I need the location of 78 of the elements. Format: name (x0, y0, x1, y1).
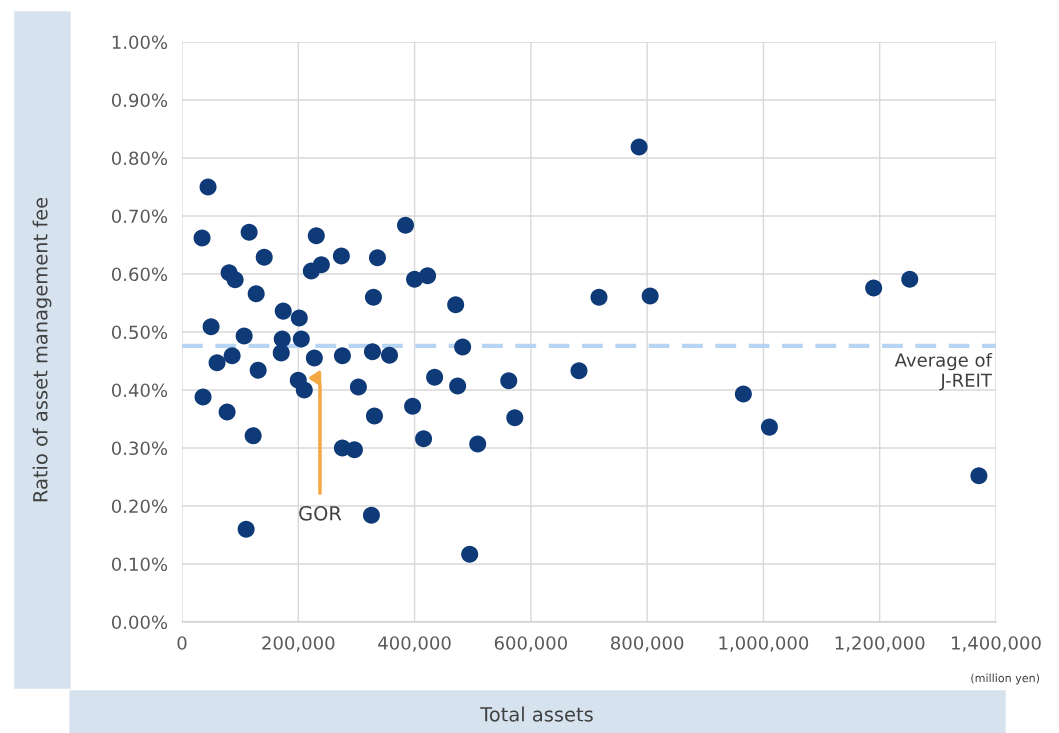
point (506, 409, 524, 427)
text: (million yen) (971, 673, 1040, 685)
point (419, 267, 437, 285)
y-tick-label: 0.20% (111, 499, 168, 514)
point (274, 302, 292, 320)
y-tick-label: 0.70% (111, 209, 168, 224)
point (454, 338, 472, 356)
point (365, 407, 383, 425)
point (630, 138, 648, 156)
point (249, 361, 267, 379)
point (223, 347, 241, 365)
point (641, 287, 659, 305)
point (193, 229, 211, 247)
point (447, 296, 465, 314)
point (461, 545, 479, 563)
point (290, 309, 308, 327)
point (363, 343, 381, 361)
point (244, 427, 262, 445)
y-tick-label: 1.00% (112, 35, 168, 50)
point (292, 330, 310, 348)
point (247, 285, 265, 303)
point (364, 288, 382, 306)
annotation: GOR (299, 505, 342, 521)
point (208, 354, 226, 372)
y-tick-label: 0.10% (111, 557, 168, 572)
x-tick-label: 1,400,000 (952, 636, 1041, 652)
ref-line-label: Average of J-REIT (894, 352, 993, 391)
point (760, 418, 778, 436)
point (381, 346, 399, 364)
point (362, 506, 380, 524)
y-tick-label: 0.80% (111, 151, 168, 166)
point (415, 430, 433, 448)
point (295, 381, 313, 399)
point (865, 279, 883, 297)
point (237, 520, 255, 538)
y-tick-label: 0.50% (111, 325, 168, 340)
y-tick-label: 0.30% (111, 441, 168, 456)
point (426, 368, 444, 386)
point (305, 349, 323, 367)
point (312, 256, 330, 274)
x-tick-label: 800,000 (611, 636, 684, 652)
x-axis-title: Total assets (480, 706, 593, 722)
x-tick-label: 400,000 (378, 636, 451, 652)
point (590, 288, 608, 306)
point (226, 271, 244, 289)
point (333, 347, 351, 365)
y-tick-label: 0.90% (111, 93, 168, 108)
point (235, 327, 253, 345)
point (202, 318, 220, 336)
point (255, 248, 273, 266)
point (449, 377, 467, 395)
x-tick-label: 200,000 (262, 636, 335, 652)
point (332, 247, 350, 265)
point (240, 223, 258, 241)
point (970, 467, 988, 485)
point (397, 216, 415, 234)
point (901, 270, 919, 288)
point (199, 178, 217, 196)
point (218, 403, 236, 421)
x-tick-label: 0 (177, 636, 187, 650)
y-axis-title: Ratio of asset management fee (32, 197, 52, 502)
x-tick-label: 1,000,000 (719, 636, 809, 652)
point (469, 435, 487, 453)
point (734, 385, 752, 403)
y-tick-label: 0.40% (111, 383, 168, 398)
x-tick-label: 1,200,000 (835, 636, 925, 652)
point (349, 378, 367, 396)
y-tick-label: 0.60% (111, 267, 168, 282)
point (368, 249, 386, 267)
point (307, 227, 325, 245)
x-tick-label: 600,000 (494, 636, 567, 652)
point (194, 388, 212, 406)
point (272, 344, 290, 362)
point (404, 397, 422, 415)
point (570, 362, 588, 380)
y-tick-label: 0.00% (111, 615, 168, 630)
point (500, 372, 518, 390)
point (345, 441, 363, 459)
